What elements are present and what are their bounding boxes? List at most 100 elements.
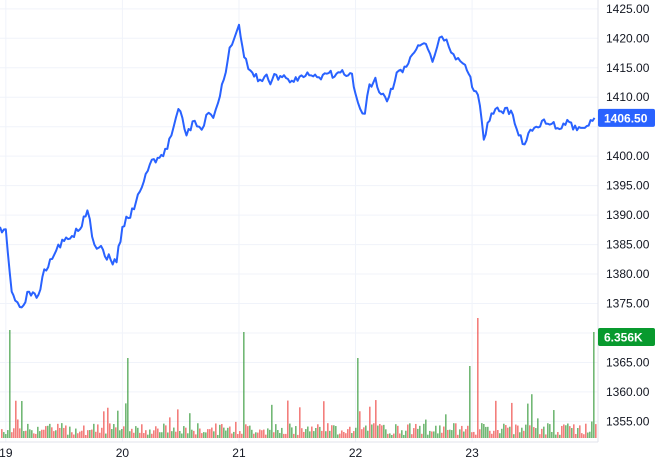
volume-bar (387, 433, 389, 438)
volume-bar (539, 434, 541, 438)
volume-bar (261, 430, 263, 438)
volume-bar (129, 431, 131, 438)
x-tick-label: 22 (349, 446, 363, 460)
volume-bar (27, 423, 29, 438)
volume-bar (453, 423, 455, 438)
volume-bar (421, 433, 423, 438)
volume-bar (165, 425, 167, 438)
x-tick-label: 23 (465, 446, 479, 460)
volume-bar (585, 423, 587, 438)
volume-bar (109, 423, 111, 438)
time-axis[interactable]: 19 20 21 22 23 (0, 441, 598, 460)
volume-bar (325, 431, 327, 438)
volume-bar (135, 426, 137, 438)
volume-bar (87, 430, 89, 438)
volume-bar (265, 434, 267, 438)
volume-bar (247, 426, 249, 438)
volume-bar (459, 429, 461, 438)
volume-bar (61, 423, 63, 438)
volume-bar (395, 424, 397, 438)
volume-bar (287, 400, 289, 438)
volume-bar (527, 403, 529, 438)
volume-bar (439, 425, 441, 438)
volume-bar (289, 423, 291, 438)
volume-bar (263, 429, 265, 438)
volume-bar (507, 427, 509, 438)
volume-bar (359, 411, 361, 438)
volume-bar (445, 414, 447, 438)
volume-bar (97, 424, 99, 438)
volume-bar (553, 410, 555, 438)
price-axis[interactable]: 1355.00 1360.00 1365.00 1375.00 1380.00 1385.… (597, 0, 650, 442)
volume-bar (575, 433, 577, 438)
volume-bar (153, 430, 155, 438)
volume-bar (443, 426, 445, 438)
volume-bar (217, 434, 219, 438)
volume-bar (501, 428, 503, 438)
volume-bar (9, 330, 11, 438)
volume-bar (561, 425, 563, 438)
volume-bar (273, 432, 275, 438)
volume-bar (409, 423, 411, 438)
y-tick-label: 1400.00 (606, 149, 650, 163)
volume-bar (589, 431, 591, 438)
volume-bar (469, 366, 471, 438)
volume-bar (279, 432, 281, 438)
volume-bar (175, 431, 177, 438)
volume-bar (437, 433, 439, 438)
volume-bar (319, 426, 321, 438)
volume-bar (313, 431, 315, 438)
volume-bar (331, 425, 333, 438)
volume-bar (137, 427, 139, 438)
volume-bar (413, 428, 415, 438)
volume-bar (149, 429, 151, 438)
last-price-badge (598, 108, 655, 127)
volume-bar (371, 424, 373, 438)
volume-bar (203, 432, 205, 438)
volume-bar (199, 428, 201, 438)
volume-bar (457, 434, 459, 438)
volume-bar (63, 427, 65, 438)
volume-bar (201, 433, 203, 438)
volume-bar (423, 423, 425, 438)
volume-bar (341, 430, 343, 438)
volume-bar (183, 426, 185, 438)
volume-bar (193, 430, 195, 438)
volume-bar (85, 434, 87, 438)
volume-bar (211, 427, 213, 438)
volume-bar (513, 434, 515, 438)
volume-bar (447, 429, 449, 438)
volume-bar (155, 426, 157, 438)
volume-bar (551, 431, 553, 438)
volume-bar (495, 400, 497, 438)
volume-bar (383, 424, 385, 438)
volume-bar (391, 434, 393, 438)
volume-bar (343, 431, 345, 438)
volume-bar (75, 428, 77, 438)
volume-bar (329, 430, 331, 438)
y-tick-label: 1360.00 (606, 385, 650, 399)
volume-bar (549, 424, 551, 438)
volume-bar (21, 401, 23, 438)
volume-bar (215, 423, 217, 438)
volume-bar (293, 433, 295, 438)
volume-bar (179, 430, 181, 438)
volume-bar (531, 394, 533, 438)
volume-bar (41, 429, 43, 438)
volume-bar (127, 358, 129, 438)
volume-bar (83, 425, 85, 438)
volume-bar (225, 430, 227, 438)
volume-bar (71, 432, 73, 438)
volume-bar (519, 432, 521, 438)
volume-bar (143, 433, 145, 438)
volume-bar (15, 400, 17, 438)
volume-bar (237, 434, 239, 438)
volume-bar (43, 429, 45, 438)
volume-bar (591, 421, 593, 438)
volume-bar (335, 426, 337, 438)
volume-bar (221, 424, 223, 438)
volume-bar (195, 434, 197, 438)
volume-bar (489, 430, 491, 438)
